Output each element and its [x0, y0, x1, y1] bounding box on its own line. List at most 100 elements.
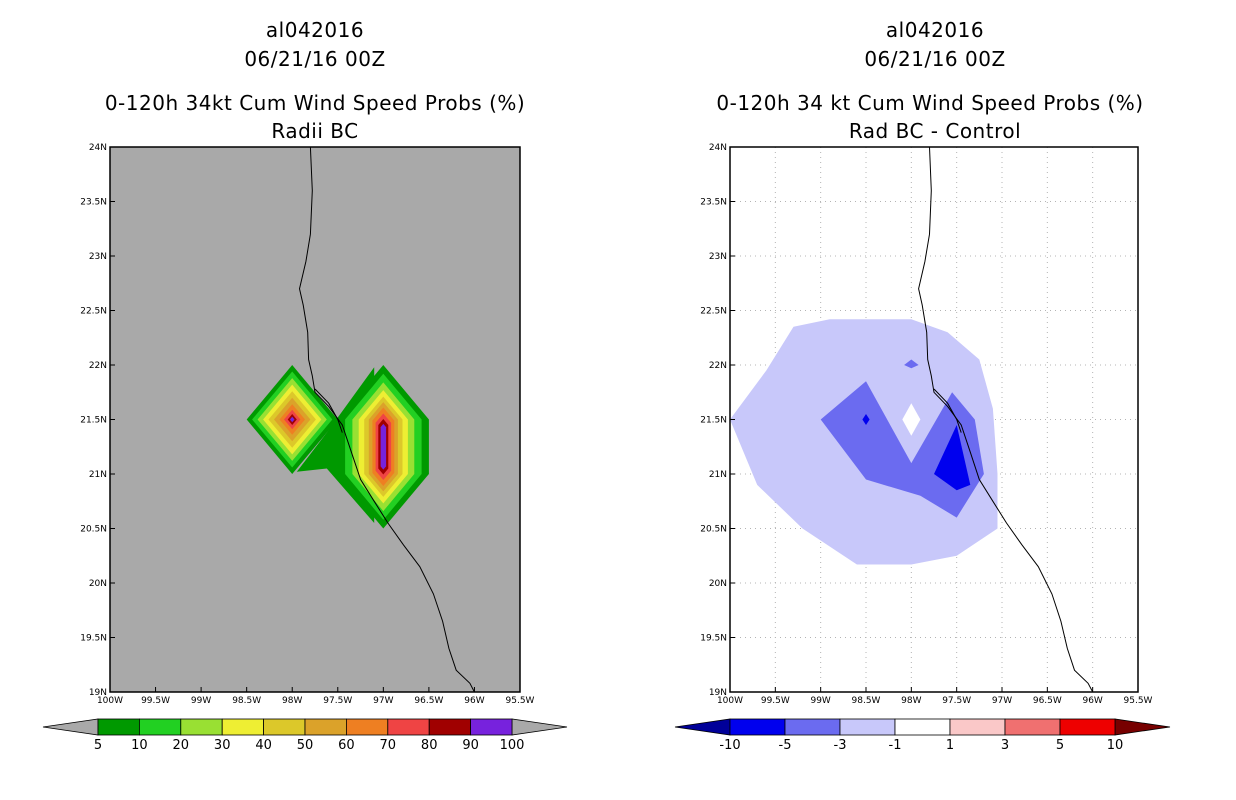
left-colorbar-label: 50 [297, 738, 314, 753]
right-x-tick-label: 98W [901, 696, 921, 706]
left-colorbar-over-arrow [511, 718, 568, 736]
right-region-minus5-to-minus10 [934, 425, 971, 491]
right-y-tick-label: 23.5N [700, 198, 727, 208]
right-colorbar-box [784, 718, 841, 736]
left-colorbar-box [221, 718, 264, 736]
left-y-tick-label: 24N [89, 143, 107, 153]
left-colorbar-under-arrow [42, 718, 99, 736]
right-colorbar-label: -10 [719, 738, 740, 753]
left-y-tick-label: 20.5N [80, 525, 107, 535]
right-colorbar-label: 1 [946, 738, 954, 753]
left-y-tick-label: 22N [89, 361, 107, 371]
left-y-tick-label: 20N [89, 579, 107, 589]
left-x-tick-label: 95.5W [506, 696, 535, 706]
right-colorbar-label: -1 [889, 738, 902, 753]
left-x-tick-label: 98.5W [232, 696, 261, 706]
left-y-tick-label: 19N [89, 688, 107, 698]
left-band-west-90 [289, 416, 295, 423]
left-colorbar-label: 20 [173, 738, 190, 753]
left-colorbar-box [345, 718, 389, 736]
right-colorbar-label: 3 [1001, 738, 1009, 753]
right-y-tick-label: 24N [709, 143, 727, 153]
left-coastline [298, 146, 475, 693]
left-colorbar-box [470, 718, 513, 736]
left-colorbar-label: 10 [131, 738, 148, 753]
right-y-tick-label: 22N [709, 361, 727, 371]
right-x-tick-label: 96.5W [1033, 696, 1062, 706]
right-spot-neutral [902, 403, 921, 436]
right-y-tick-label: 19.5N [700, 634, 727, 644]
left-y-tick-label: 23N [89, 252, 107, 262]
right-y-tick-label: 20N [709, 579, 727, 589]
right-chart-title: 0-120h 34 kt Cum Wind Speed Probs (%) [716, 91, 1144, 115]
left-x-tick-label: 100W [97, 696, 123, 706]
right-y-tick-label: 20.5N [700, 525, 727, 535]
left-colorbar-box [97, 718, 140, 736]
right-x-tick-label: 99.5W [761, 696, 790, 706]
right-lagoon-shore [933, 388, 962, 433]
right-y-tick-label: 22.5N [700, 307, 727, 317]
left-chart-subtitle: Radii BC [271, 119, 359, 143]
left-x-tick-label: 97.5W [323, 696, 352, 706]
left-colorbar-box [180, 718, 223, 736]
right-colorbar-label: -5 [779, 738, 792, 753]
right-colorbar-box [1004, 718, 1061, 736]
left-colorbar-box [304, 718, 347, 736]
left-x-tick-label: 98W [282, 696, 302, 706]
right-x-tick-label: 97W [992, 696, 1012, 706]
right-colorbar-box [839, 718, 896, 736]
left-lagoon-shore [314, 388, 343, 433]
right-y-tick-label: 21.5N [700, 416, 727, 426]
right-region-minus3-to-minus5 [820, 381, 984, 518]
right-storm-id: al042016 [885, 18, 985, 42]
right-datetime: 06/21/16 00Z [864, 47, 1006, 71]
right-colorbar-label: -3 [834, 738, 847, 753]
right-colorbar-box [1059, 718, 1116, 736]
left-colorbar-label: 70 [380, 738, 397, 753]
left-colorbar-box [387, 718, 430, 736]
left-colorbar-label: 90 [462, 738, 479, 753]
right-colorbar-box [729, 718, 786, 736]
left-y-tick-label: 19.5N [80, 634, 107, 644]
left-band-east-90 [380, 423, 387, 470]
right-colorbar-box [894, 718, 951, 736]
right-x-tick-label: 97.5W [942, 696, 971, 706]
left-colorbar-label: 100 [500, 738, 525, 753]
left-colorbar-label: 60 [338, 738, 355, 753]
left-y-tick-label: 23.5N [80, 198, 107, 208]
right-colorbar-over-arrow [1114, 718, 1171, 736]
left-datetime: 06/21/16 00Z [244, 47, 386, 71]
left-x-tick-label: 99.5W [141, 696, 170, 706]
right-x-tick-label: 95.5W [1124, 696, 1153, 706]
right-spot-minus5 [862, 414, 870, 425]
left-x-tick-label: 99W [191, 696, 211, 706]
left-colorbar-box [263, 718, 306, 736]
left-colorbar-box [138, 718, 182, 736]
left-colorbar-label: 80 [421, 738, 438, 753]
left-y-tick-label: 21.5N [80, 416, 107, 426]
left-colorbar-box [428, 718, 472, 736]
left-x-tick-label: 97W [373, 696, 393, 706]
right-x-tick-label: 98.5W [852, 696, 881, 706]
right-spot-minus3 [904, 359, 919, 369]
left-colorbar-label: 30 [214, 738, 231, 753]
right-x-tick-label: 96W [1082, 696, 1102, 706]
right-chart-subtitle: Rad BC - Control [848, 119, 1022, 143]
left-y-tick-label: 22.5N [80, 307, 107, 317]
right-colorbar-label: 10 [1107, 738, 1124, 753]
left-colorbar-label: 40 [255, 738, 272, 753]
left-x-tick-label: 96.5W [414, 696, 443, 706]
right-x-tick-label: 99W [810, 696, 830, 706]
left-storm-id: al042016 [265, 18, 365, 42]
left-chart-title: 0-120h 34kt Cum Wind Speed Probs (%) [104, 91, 526, 115]
left-colorbar-label: 5 [94, 738, 102, 753]
right-coastline [918, 146, 1094, 693]
left-x-tick-label: 96W [464, 696, 484, 706]
right-y-tick-label: 19N [709, 688, 727, 698]
right-y-tick-label: 21N [709, 470, 727, 480]
right-x-tick-label: 100W [717, 696, 743, 706]
left-y-tick-label: 21N [89, 470, 107, 480]
right-colorbar-label: 5 [1056, 738, 1064, 753]
right-colorbar-under-arrow [674, 718, 731, 736]
